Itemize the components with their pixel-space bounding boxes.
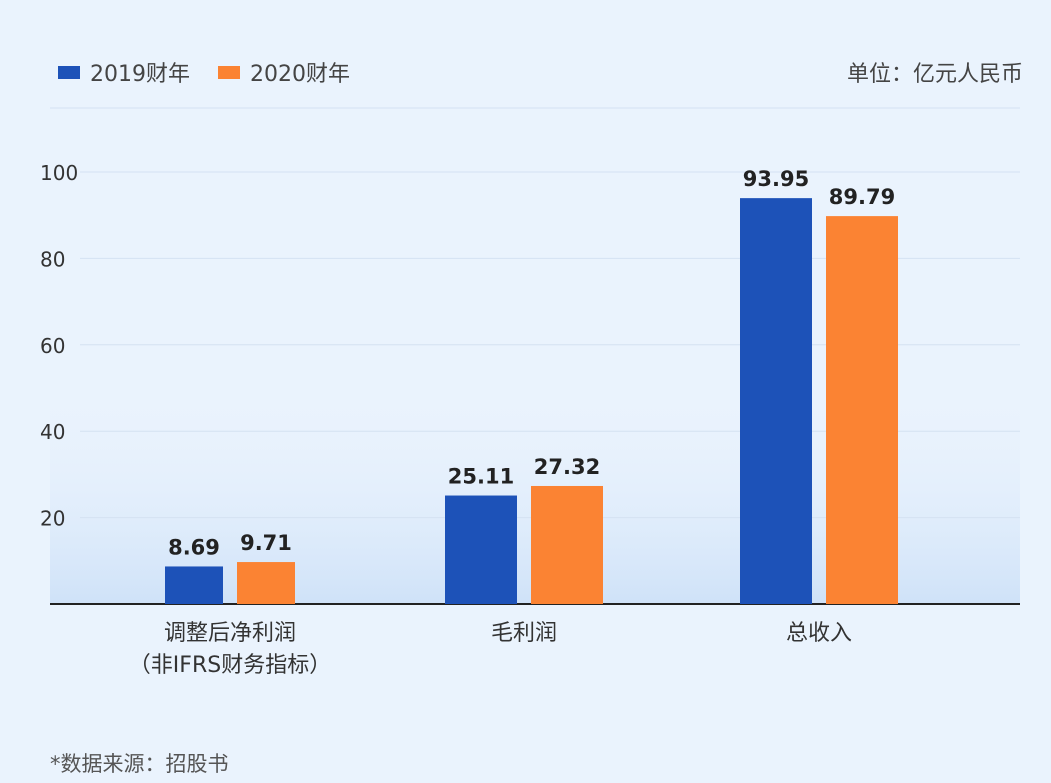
x-tick-label: 总收入 [786, 621, 852, 646]
y-tick-label: 40 [40, 420, 65, 444]
unit-label: 单位：亿元人民币 [847, 56, 1023, 88]
x-tick-label: 调整后净利润 [164, 621, 296, 646]
legend-item-2020: 2020财年 [218, 56, 350, 88]
bar-value-label: 9.71 [240, 531, 292, 555]
bar-2020-1 [531, 486, 603, 604]
y-tick-label: 20 [40, 507, 65, 531]
legend-item-2019: 2019财年 [58, 56, 190, 88]
legend-swatch-2020 [218, 66, 240, 79]
bar-2020-2 [826, 216, 898, 604]
bar-2019-1 [445, 496, 517, 604]
x-tick-label: （非IFRS财务指标） [129, 653, 331, 678]
legend-label-2020: 2020财年 [250, 56, 350, 88]
bar-value-label: 89.79 [829, 185, 895, 209]
bar-2019-2 [740, 198, 812, 604]
bar-value-label: 25.11 [448, 465, 514, 489]
legend-label-2019: 2019财年 [90, 56, 190, 88]
legend-swatch-2019 [58, 66, 80, 79]
y-tick-label: 100 [40, 161, 78, 185]
bar-value-label: 27.32 [534, 455, 600, 479]
legend: 2019财年 2020财年 [58, 56, 350, 88]
bar-2019-0 [165, 566, 223, 604]
bar-2020-0 [237, 562, 295, 604]
bar-value-label: 8.69 [168, 535, 220, 559]
bar-value-label: 93.95 [743, 167, 809, 191]
y-tick-label: 60 [40, 334, 65, 358]
x-tick-label: 毛利润 [491, 621, 557, 646]
source-note: *数据来源：招股书 [50, 748, 229, 778]
y-tick-label: 80 [40, 247, 65, 271]
